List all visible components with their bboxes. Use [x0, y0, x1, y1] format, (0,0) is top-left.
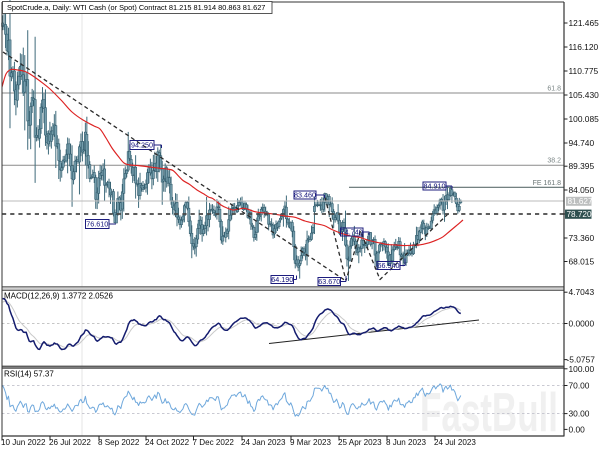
- svg-text:25 Apr 2023: 25 Apr 2023: [338, 438, 382, 447]
- svg-text:66.940: 66.940: [378, 261, 400, 270]
- svg-text:110.775: 110.775: [569, 66, 599, 76]
- svg-text:83.460: 83.460: [294, 191, 316, 200]
- svg-text:84.910: 84.910: [424, 182, 446, 191]
- svg-text:61.8: 61.8: [547, 86, 561, 93]
- svg-text:4.7043: 4.7043: [569, 287, 595, 297]
- svg-text:24 Jul 2023: 24 Jul 2023: [434, 438, 476, 447]
- svg-text:121.465: 121.465: [569, 18, 600, 28]
- svg-text:94.740: 94.740: [569, 138, 595, 148]
- svg-text:0.00: 0.00: [569, 424, 586, 434]
- svg-text:63.670: 63.670: [318, 277, 340, 286]
- svg-text:0.0000: 0.0000: [569, 319, 595, 329]
- svg-text:94.250: 94.250: [131, 141, 153, 150]
- svg-text:10 Jun 2022: 10 Jun 2022: [1, 438, 46, 447]
- svg-text:116.120: 116.120: [569, 42, 599, 52]
- svg-text:84.050: 84.050: [569, 185, 595, 195]
- svg-text:68.015: 68.015: [569, 257, 595, 267]
- svg-text:24 Oct 2022: 24 Oct 2022: [145, 438, 190, 447]
- svg-text:100.085: 100.085: [569, 114, 600, 124]
- svg-text:89.395: 89.395: [569, 161, 595, 171]
- svg-text:26 Jul 2022: 26 Jul 2022: [49, 438, 91, 447]
- svg-text:FE 161.8: FE 161.8: [533, 180, 562, 187]
- svg-text:RSI(14) 57.37: RSI(14) 57.37: [4, 369, 54, 378]
- svg-text:FastBull: FastBull: [420, 381, 558, 443]
- svg-text:78.720: 78.720: [567, 210, 592, 219]
- svg-text:SpotCrude.a, Daily: WTI Cash: SpotCrude.a, Daily: WTI Cash (or Spot) C…: [7, 3, 265, 12]
- svg-text:70.00: 70.00: [569, 381, 590, 391]
- svg-text:76.610: 76.610: [86, 220, 108, 229]
- svg-text:8 Jun 2023: 8 Jun 2023: [386, 438, 427, 447]
- svg-text:73.360: 73.360: [569, 233, 595, 243]
- svg-text:100.00: 100.00: [569, 364, 595, 374]
- svg-text:8 Sep 2022: 8 Sep 2022: [98, 438, 140, 447]
- svg-text:7 Dec 2022: 7 Dec 2022: [193, 438, 235, 447]
- svg-text:24 Jan 2023: 24 Jan 2023: [241, 438, 286, 447]
- svg-text:105.430: 105.430: [569, 90, 600, 100]
- svg-text:74.740: 74.740: [341, 228, 363, 237]
- svg-text:30.00: 30.00: [569, 409, 590, 419]
- svg-text:MACD(12,26,9) 1.3772 2.0526: MACD(12,26,9) 1.3772 2.0526: [4, 291, 114, 300]
- svg-text:38.2: 38.2: [547, 158, 561, 165]
- svg-text:9 Mar 2023: 9 Mar 2023: [290, 438, 331, 447]
- svg-text:64.190: 64.190: [271, 275, 293, 284]
- svg-text:-5.0757: -5.0757: [567, 355, 596, 365]
- svg-text:81.627: 81.627: [568, 197, 593, 206]
